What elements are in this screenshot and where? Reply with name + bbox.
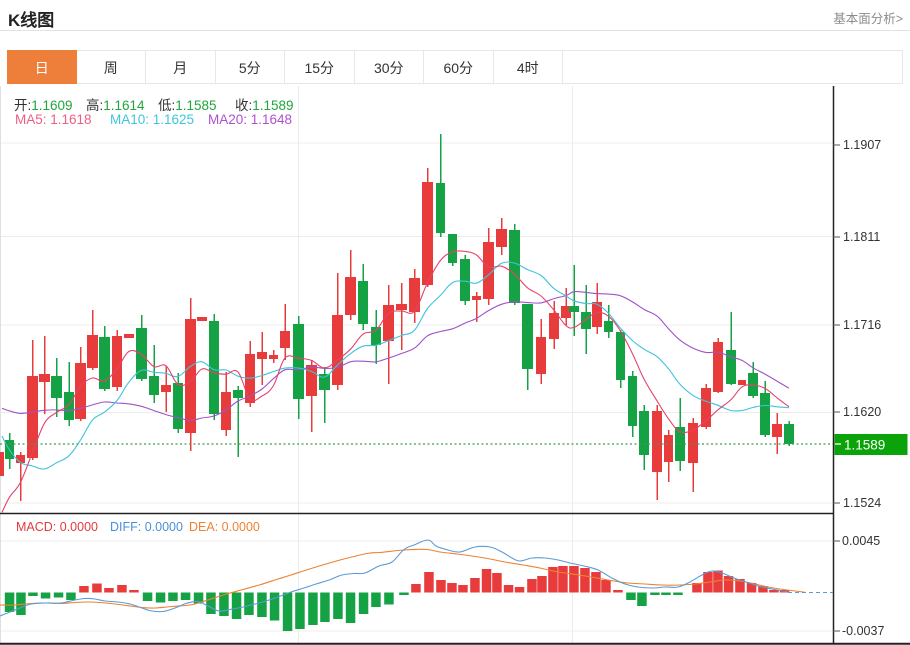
svg-text:1.1524: 1.1524 (843, 496, 881, 510)
svg-text:1.1620: 1.1620 (843, 405, 881, 419)
svg-text:-0.0037: -0.0037 (842, 624, 884, 638)
svg-text:1.1716: 1.1716 (843, 318, 881, 332)
svg-text:1.1811: 1.1811 (843, 230, 880, 244)
svg-text:1.1907: 1.1907 (843, 138, 881, 152)
svg-text:1.1589: 1.1589 (844, 438, 885, 453)
svg-text:0.0045: 0.0045 (842, 534, 880, 548)
